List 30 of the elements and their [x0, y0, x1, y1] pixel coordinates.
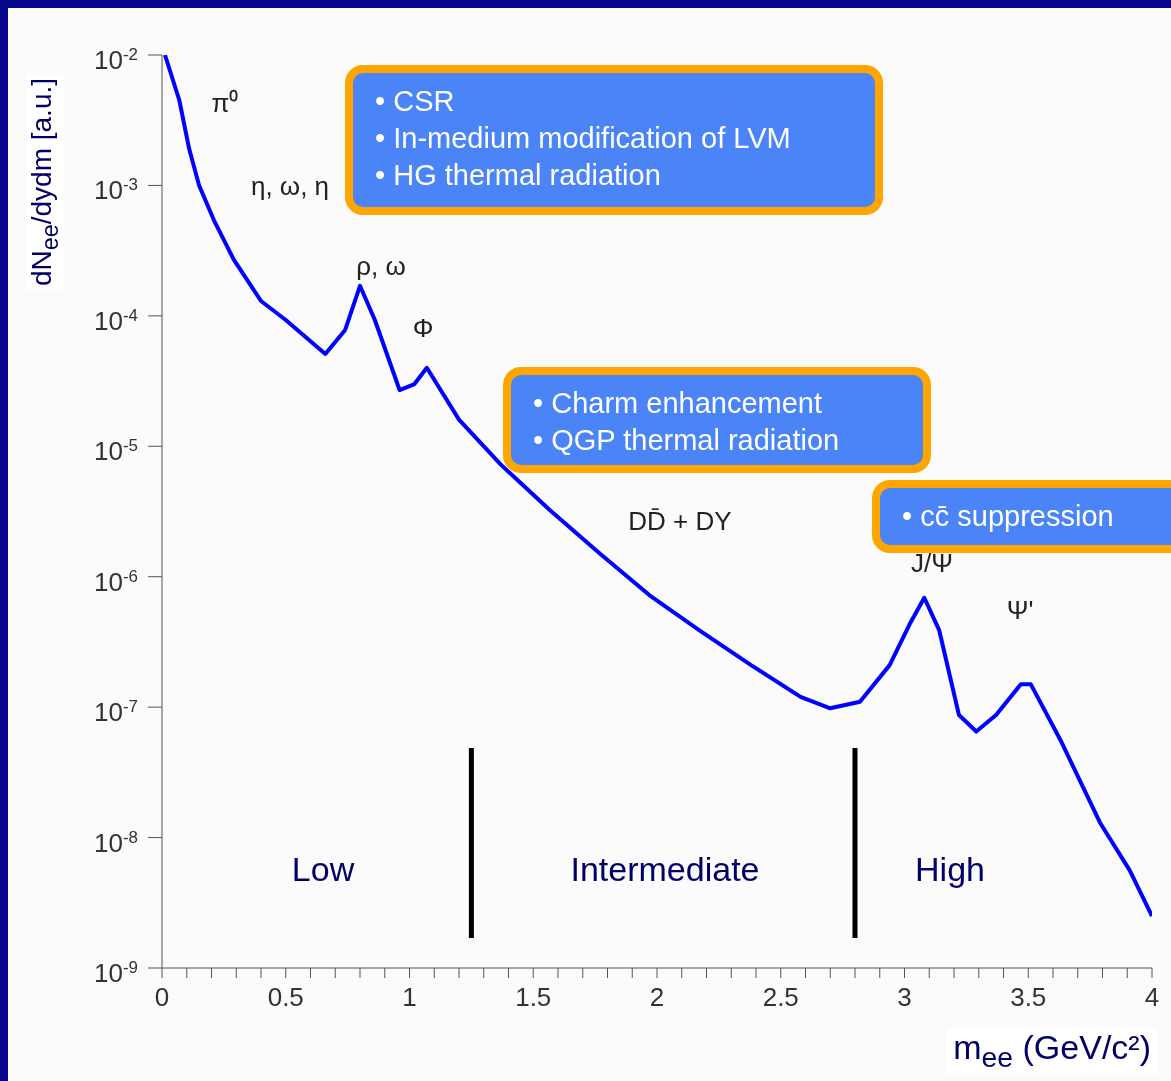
x-tick-label: 1	[402, 982, 417, 1012]
annotation: Low	[291, 849, 355, 888]
x-tick-label: 2	[649, 982, 665, 1012]
x-tick-label: 1.5	[515, 982, 552, 1012]
annotation: DD̄ + DY	[628, 505, 732, 536]
x-tick-label: 0	[154, 982, 170, 1012]
annotation: Intermediate	[570, 849, 760, 888]
annotation: High	[915, 849, 985, 888]
y-tick-label: 10$^{-8}$	[94, 827, 138, 858]
x-axis-title: m$_{ee}$ (GeV/c²)	[947, 1028, 1157, 1074]
annotation: Φ	[412, 312, 434, 343]
callout-box: • CSR • In-medium modification of LVM • HG thermal radiation	[345, 65, 883, 215]
callout-box: • Charm enhancement • QGP thermal radiation	[503, 367, 931, 473]
y-tick-label: 10$^{-9}$	[94, 957, 138, 988]
annotation: Ψ'	[1006, 594, 1034, 625]
y-tick-label: 10$^{-6}$	[94, 566, 138, 597]
x-tick-label: 2.5	[762, 982, 799, 1012]
annotation: η, ω, η	[250, 170, 330, 201]
y-tick-label: 10$^{-4}$	[94, 305, 138, 336]
y-tick-label: 10$^{-2}$	[94, 44, 138, 75]
x-tick-label: 3.5	[1010, 982, 1047, 1012]
y-tick-label: 10$^{-3}$	[94, 174, 138, 206]
x-tick-label: 3	[897, 982, 912, 1012]
callout-box: • cc̄ suppression	[872, 480, 1171, 553]
annotation: ρ, ω	[356, 250, 406, 281]
annotation: π⁰	[211, 87, 239, 118]
y-tick-label: 10$^{-5}$	[94, 435, 138, 467]
y-tick-label: 10$^{-7}$	[94, 696, 138, 728]
x-tick-label: 0.5	[267, 982, 304, 1012]
x-tick-label: 4	[1144, 982, 1160, 1012]
